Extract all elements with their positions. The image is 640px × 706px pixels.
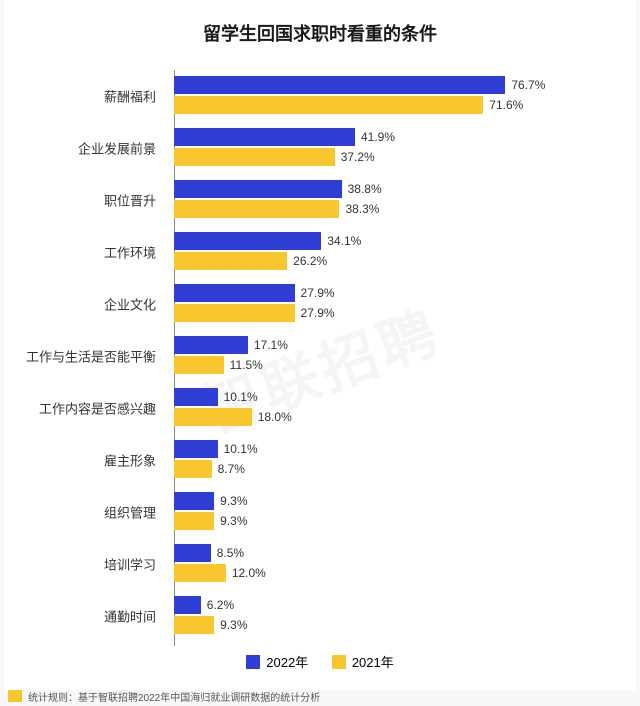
category-label: 雇主形象	[14, 451, 164, 470]
category-row: 企业发展前景41.9%37.2%	[174, 126, 606, 170]
value-label-2021: 27.9%	[301, 304, 335, 322]
bar-2022	[174, 544, 211, 562]
value-label-2022: 38.8%	[348, 180, 382, 198]
bar-2021	[174, 564, 226, 582]
value-label-2022: 9.3%	[220, 492, 247, 510]
value-label-2021: 38.3%	[345, 200, 379, 218]
value-label-2021: 37.2%	[341, 148, 375, 166]
bar-2022	[174, 180, 342, 198]
category-row: 通勤时间6.2%9.3%	[174, 594, 606, 638]
bar-2021	[174, 512, 214, 530]
legend-label-2022: 2022年	[266, 652, 308, 671]
category-row: 企业文化27.9%27.9%	[174, 282, 606, 326]
value-label-2022: 27.9%	[301, 284, 335, 302]
category-label: 薪酬福利	[14, 87, 164, 106]
bar-2021	[174, 408, 252, 426]
value-label-2022: 76.7%	[511, 76, 545, 94]
bar-2022	[174, 388, 218, 406]
bar-2022	[174, 336, 248, 354]
category-row: 工作内容是否感兴趣10.1%18.0%	[174, 386, 606, 430]
bar-2022	[174, 284, 295, 302]
chart-title: 留学生回国求职时看重的条件	[14, 20, 626, 46]
value-label-2022: 41.9%	[361, 128, 395, 146]
legend-swatch-2022	[246, 655, 260, 669]
category-label: 工作环境	[14, 243, 164, 262]
value-label-2021: 8.7%	[218, 460, 245, 478]
category-label: 企业文化	[14, 295, 164, 314]
legend-item-2021: 2021年	[332, 652, 394, 671]
bar-2022	[174, 596, 201, 614]
plot-area: 智联招聘 薪酬福利76.7%71.6%企业发展前景41.9%37.2%职位晋升3…	[14, 74, 626, 638]
legend-item-2022: 2022年	[246, 652, 308, 671]
footnote-text: 统计规则：基于智联招聘2022年中国海归就业调研数据的统计分析	[28, 689, 320, 704]
category-label: 工作与生活是否能平衡	[14, 347, 164, 366]
bar-2022	[174, 492, 214, 510]
category-label: 通勤时间	[14, 607, 164, 626]
value-label-2021: 26.2%	[293, 252, 327, 270]
bar-2022	[174, 76, 505, 94]
value-label-2022: 34.1%	[327, 232, 361, 250]
legend-swatch-2021	[332, 655, 346, 669]
value-label-2022: 10.1%	[224, 440, 258, 458]
bar-2022	[174, 440, 218, 458]
category-label: 职位晋升	[14, 191, 164, 210]
category-row: 工作环境34.1%26.2%	[174, 230, 606, 274]
bar-2021	[174, 148, 335, 166]
bar-2022	[174, 128, 355, 146]
bar-2021	[174, 356, 224, 374]
bar-2021	[174, 616, 214, 634]
value-label-2022: 6.2%	[207, 596, 234, 614]
category-row: 培训学习8.5%12.0%	[174, 542, 606, 586]
chart-card: 留学生回国求职时看重的条件 智联招聘 薪酬福利76.7%71.6%企业发展前景4…	[4, 0, 636, 690]
bar-2022	[174, 232, 321, 250]
category-label: 组织管理	[14, 503, 164, 522]
category-label: 培训学习	[14, 555, 164, 574]
footer-swatch-icon	[8, 690, 22, 702]
value-label-2021: 9.3%	[220, 512, 247, 530]
legend: 2022年 2021年	[14, 652, 626, 672]
value-label-2022: 17.1%	[254, 336, 288, 354]
bar-2021	[174, 200, 339, 218]
value-label-2021: 18.0%	[258, 408, 292, 426]
value-label-2021: 9.3%	[220, 616, 247, 634]
bar-2021	[174, 304, 295, 322]
value-label-2021: 11.5%	[230, 356, 263, 374]
bar-2021	[174, 252, 287, 270]
category-row: 雇主形象10.1%8.7%	[174, 438, 606, 482]
category-row: 组织管理9.3%9.3%	[174, 490, 606, 534]
category-row: 职位晋升38.8%38.3%	[174, 178, 606, 222]
category-label: 企业发展前景	[14, 139, 164, 158]
category-row: 工作与生活是否能平衡17.1%11.5%	[174, 334, 606, 378]
value-label-2022: 10.1%	[224, 388, 258, 406]
bar-2021	[174, 460, 212, 478]
legend-label-2021: 2021年	[352, 652, 394, 671]
value-label-2021: 71.6%	[489, 96, 523, 114]
value-label-2022: 8.5%	[217, 544, 244, 562]
category-label: 工作内容是否感兴趣	[14, 399, 164, 418]
category-row: 薪酬福利76.7%71.6%	[174, 74, 606, 118]
bar-2021	[174, 96, 483, 114]
footer-strip: 统计规则：基于智联招聘2022年中国海归就业调研数据的统计分析	[0, 686, 640, 706]
value-label-2021: 12.0%	[232, 564, 266, 582]
